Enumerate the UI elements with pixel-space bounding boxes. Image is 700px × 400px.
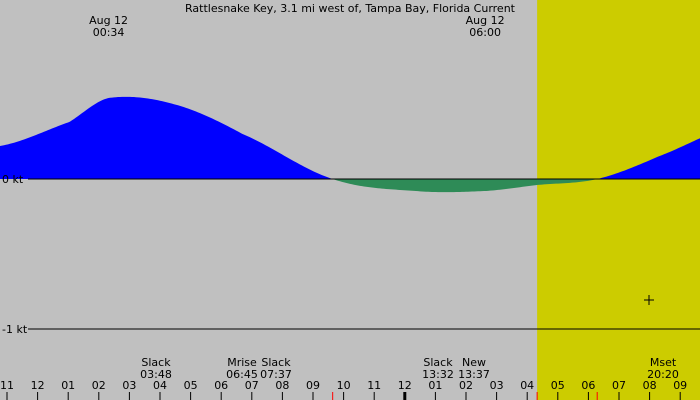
- flood-area: [0, 96, 700, 179]
- x-tick-label: 11: [0, 379, 14, 392]
- event-name-label: Slack: [423, 356, 453, 369]
- x-tick-label: 10: [337, 379, 351, 392]
- x-tick-label: 08: [643, 379, 657, 392]
- x-tick-label: 12: [398, 379, 412, 392]
- x-tick-label: 02: [92, 379, 106, 392]
- x-axis-labels: 11 12 01 02 03 04 05 06 07 08 09 10 11 12 01 02 03 04 05 06…: [0, 379, 687, 392]
- event-name-label: Mrise: [227, 356, 257, 369]
- daylight-band: [537, 0, 700, 400]
- y-tick-label: -1 kt: [2, 323, 28, 336]
- x-tick-label: 01: [61, 379, 75, 392]
- event-time-label: 06:45: [226, 368, 258, 381]
- x-tick-label: 02: [459, 379, 473, 392]
- event-name-label: New: [462, 356, 486, 369]
- x-tick-label: 06: [214, 379, 228, 392]
- x-tick-label: 05: [184, 379, 198, 392]
- x-tick-label: 03: [490, 379, 504, 392]
- ebb-area: [0, 179, 700, 193]
- top-date-label: Aug 12: [466, 14, 505, 27]
- x-tick-label: 04: [520, 379, 534, 392]
- top-date-label: Aug 12: [89, 14, 128, 27]
- event-name-label: Slack: [141, 356, 171, 369]
- x-tick-label: 09: [306, 379, 320, 392]
- top-time-label: 00:34: [93, 26, 125, 39]
- x-tick-label: 06: [581, 379, 595, 392]
- event-labels: Slack03:48Mrise06:45Slack07:37Slack13:32…: [140, 356, 679, 400]
- y-tick-label: 0 kt: [2, 173, 24, 186]
- x-tick-label: 11: [367, 379, 381, 392]
- x-tick-label: 07: [612, 379, 626, 392]
- event-name-label: Slack: [261, 356, 291, 369]
- x-tick-label: 04: [153, 379, 167, 392]
- x-tick-label: 01: [428, 379, 442, 392]
- event-time-label: 13:37: [458, 368, 490, 381]
- x-tick-label: 09: [673, 379, 687, 392]
- x-axis-ticks: [6, 392, 681, 400]
- current-marker: [644, 295, 654, 305]
- event-time-label: 13:32: [422, 368, 454, 381]
- event-name-label: Mset: [650, 356, 677, 369]
- event-time-label: 07:37: [260, 368, 292, 381]
- x-tick-label: 07: [245, 379, 259, 392]
- y-axis-labels: 0 kt -1 kt: [2, 173, 28, 336]
- x-tick-label: 08: [275, 379, 289, 392]
- x-tick-label: 12: [31, 379, 45, 392]
- x-tick-label: 03: [122, 379, 136, 392]
- x-tick-label: 05: [551, 379, 565, 392]
- event-time-label: 20:20: [647, 368, 679, 381]
- event-time-label: 03:48: [140, 368, 172, 381]
- chart-title: Rattlesnake Key, 3.1 mi west of, Tampa B…: [185, 2, 516, 15]
- value-gridlines: [28, 178, 700, 330]
- top-time-label: 06:00: [469, 26, 501, 39]
